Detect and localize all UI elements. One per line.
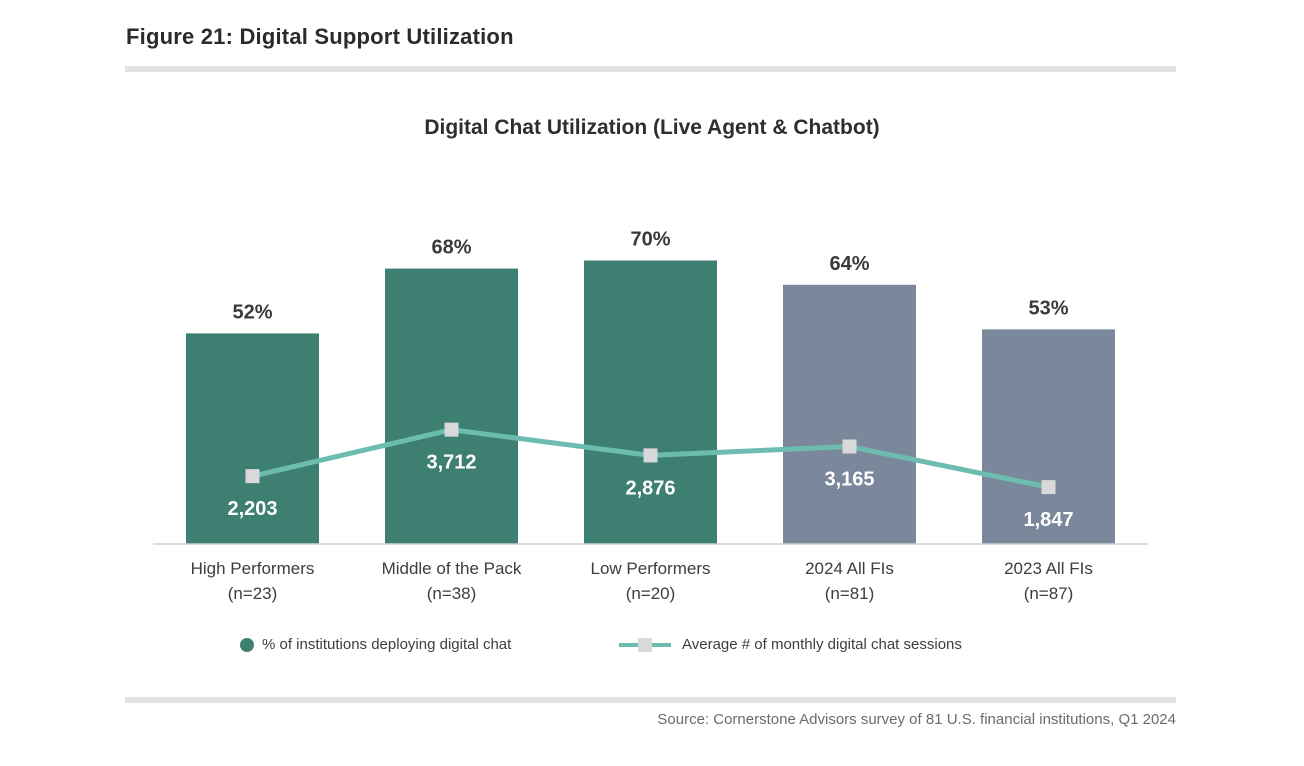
bar-value-label-1: 52% <box>232 301 272 323</box>
bar-2 <box>385 268 518 544</box>
line-marker-1 <box>245 469 260 484</box>
line-marker-5 <box>1041 480 1056 495</box>
bar-5 <box>982 329 1115 544</box>
line-marker-4 <box>842 439 857 454</box>
line-value-label-1: 2,203 <box>227 498 277 520</box>
category-n-label-2: (n=38) <box>427 584 477 603</box>
chart-canvas: 52% 68% 70% 64% 53% 2,203 3,712 2,876 3,165 1,847… <box>153 229 1148 603</box>
figure-title: Figure 21: Digital Support Utilization <box>126 24 514 49</box>
category-n-label-1: (n=23) <box>228 584 278 603</box>
category-label-3: Low Performers <box>591 559 711 578</box>
category-n-label-3: (n=20) <box>626 584 676 603</box>
line-marker-2 <box>444 422 459 437</box>
category-n-label-5: (n=87) <box>1024 584 1074 603</box>
category-label-5: 2023 All FIs <box>1004 559 1093 578</box>
category-label-2: Middle of the Pack <box>382 559 522 578</box>
legend-line: Average # of monthly digital chat sessio… <box>619 636 962 653</box>
legend-line-swatch <box>619 637 671 652</box>
line-marker-3 <box>643 448 658 463</box>
legend-bars-swatch <box>240 637 254 652</box>
category-label-1: High Performers <box>191 559 315 578</box>
bar-4 <box>783 284 916 544</box>
line-value-label-3: 2,876 <box>625 477 675 499</box>
category-n-label-4: (n=81) <box>825 584 875 603</box>
line-value-label-4: 3,165 <box>824 469 874 491</box>
bar-1 <box>186 333 319 544</box>
legend-bars-label: % of institutions deploying digital chat <box>262 636 512 653</box>
chart-title: Digital Chat Utilization (Live Agent & C… <box>424 116 880 139</box>
bar-value-label-5: 53% <box>1028 297 1068 319</box>
bar-value-label-3: 70% <box>630 229 670 251</box>
category-label-4: 2024 All FIs <box>805 559 894 578</box>
legend-bars: % of institutions deploying digital chat <box>240 636 511 653</box>
top-rule <box>125 66 1176 72</box>
bar-value-label-2: 68% <box>431 237 471 259</box>
bottom-rule <box>125 697 1176 703</box>
source-note: Source: Cornerstone Advisors survey of 8… <box>657 711 1176 728</box>
bar-3 <box>584 260 717 544</box>
line-value-label-2: 3,712 <box>426 452 476 474</box>
bar-value-label-4: 64% <box>829 253 869 275</box>
line-value-label-5: 1,847 <box>1023 509 1073 531</box>
legend-line-label: Average # of monthly digital chat sessio… <box>682 636 962 653</box>
